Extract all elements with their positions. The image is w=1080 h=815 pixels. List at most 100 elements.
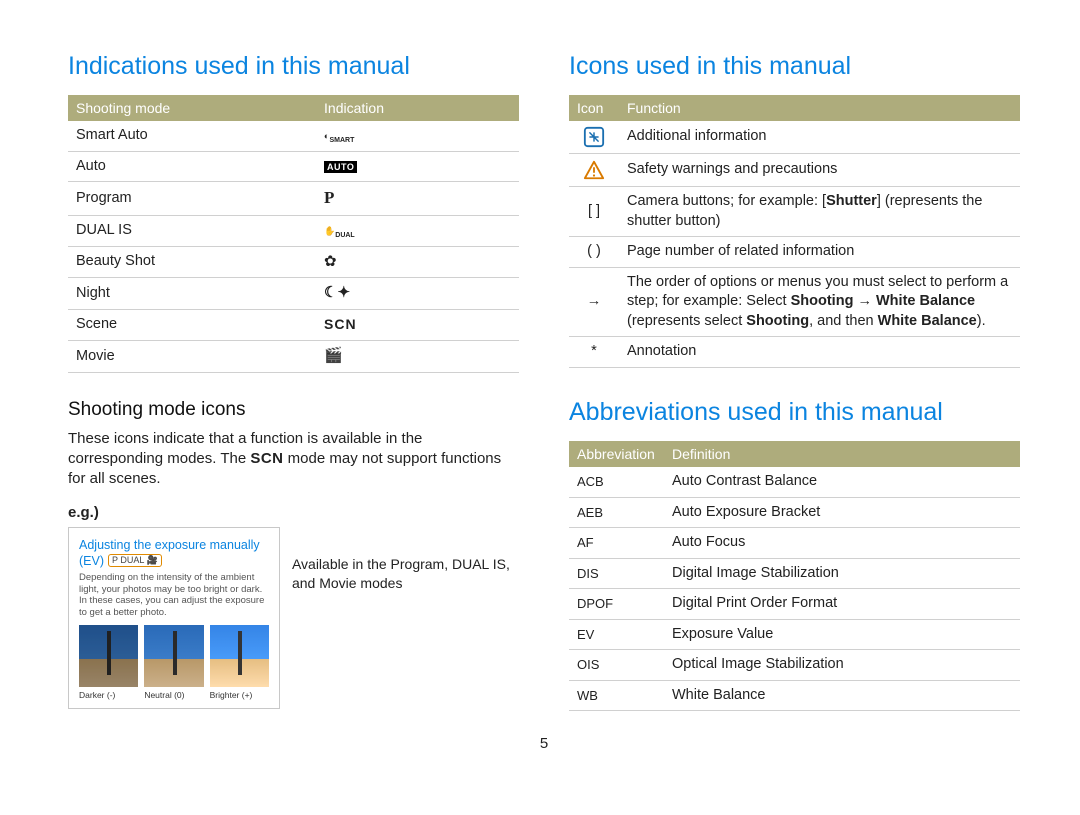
thumb-caption: Brighter (+) xyxy=(210,690,269,700)
thumb: Brighter (+) xyxy=(210,625,269,700)
table-row: Movie🎬 xyxy=(68,341,519,373)
th-def: Definition xyxy=(664,441,1020,467)
icon-cell: * xyxy=(569,337,619,368)
thumb-caption: Darker (-) xyxy=(79,690,138,700)
page-number: 5 xyxy=(68,735,1020,752)
def-cell: Digital Image Stabilization xyxy=(664,558,1020,589)
icon-cell: [ ] xyxy=(569,187,619,237)
body-text: These icons indicate that a function is … xyxy=(68,429,519,490)
table-row: DUAL IS✋DUAL xyxy=(68,216,519,247)
mode-cell: Program xyxy=(68,182,316,216)
left-column: Indications used in this manual Shooting… xyxy=(68,52,519,711)
mode-cell: Night xyxy=(68,278,316,310)
heading-icons: Icons used in this manual xyxy=(569,52,1020,81)
icon-cell: ( ) xyxy=(569,237,619,268)
mode-cell: Smart Auto xyxy=(68,121,316,151)
table-row: AEBAuto Exposure Bracket xyxy=(569,497,1020,528)
icon-cell: → xyxy=(569,267,619,337)
icon-cell xyxy=(569,154,619,187)
indications-table: Shooting mode Indication Smart Auto◐SMAR… xyxy=(68,95,519,373)
mode-cell: Scene xyxy=(68,309,316,341)
table-row: ( ) Page number of related information xyxy=(569,237,1020,268)
thumb-caption: Neutral (0) xyxy=(144,690,203,700)
table-row: [ ] Camera buttons; for example: [Shutte… xyxy=(569,187,1020,237)
function-cell: The order of options or menus you must s… xyxy=(619,267,1020,337)
indication-cell: ☾✦ xyxy=(316,278,519,310)
abbr-cell: DPOF xyxy=(569,589,664,620)
mode-badge: P DUAL 🎥 xyxy=(108,554,162,567)
table-row: DISDigital Image Stabilization xyxy=(569,558,1020,589)
def-cell: Digital Print Order Format xyxy=(664,589,1020,620)
table-row: OISOptical Image Stabilization xyxy=(569,650,1020,681)
function-cell: Page number of related information xyxy=(619,237,1020,268)
example-desc: Depending on the intensity of the ambien… xyxy=(79,572,269,620)
table-row: Beauty Shot✿ xyxy=(68,246,519,278)
table-row: SceneSCN xyxy=(68,309,519,341)
indication-cell: AUTO xyxy=(316,151,519,182)
table-row: → The order of options or menus you must… xyxy=(569,267,1020,337)
mode-cell: DUAL IS xyxy=(68,216,316,247)
abbr-cell: OIS xyxy=(569,650,664,681)
icons-table: Icon Function Additional information Saf… xyxy=(569,95,1020,368)
mode-cell: Beauty Shot xyxy=(68,246,316,278)
icon-cell xyxy=(569,121,619,154)
table-row: ACBAuto Contrast Balance xyxy=(569,467,1020,497)
abbr-cell: AF xyxy=(569,528,664,559)
table-row: AFAuto Focus xyxy=(569,528,1020,559)
mode-cell: Movie xyxy=(68,341,316,373)
table-row: Night☾✦ xyxy=(68,278,519,310)
heading-indications: Indications used in this manual xyxy=(68,52,519,81)
table-row: Safety warnings and precautions xyxy=(569,154,1020,187)
body-scn: SCN xyxy=(250,450,283,467)
abbr-cell: EV xyxy=(569,619,664,650)
table-row: Smart Auto◐SMART xyxy=(68,121,519,151)
warning-icon xyxy=(583,159,605,181)
abbreviations-table: Abbreviation Definition ACBAuto Contrast… xyxy=(569,441,1020,712)
function-cell: Annotation xyxy=(619,337,1020,368)
table-row: * Annotation xyxy=(569,337,1020,368)
def-cell: White Balance xyxy=(664,680,1020,711)
def-cell: Auto Exposure Bracket xyxy=(664,497,1020,528)
thumb: Darker (-) xyxy=(79,625,138,700)
th-indication: Indication xyxy=(316,95,519,121)
indication-cell: P xyxy=(316,182,519,216)
th-icon: Icon xyxy=(569,95,619,121)
page-columns: Indications used in this manual Shooting… xyxy=(68,52,1020,711)
example-box: Adjusting the exposure manually (EV) P D… xyxy=(68,527,280,710)
abbr-cell: DIS xyxy=(569,558,664,589)
def-cell: Auto Focus xyxy=(664,528,1020,559)
table-row: DPOFDigital Print Order Format xyxy=(569,589,1020,620)
right-column: Icons used in this manual Icon Function … xyxy=(569,52,1020,711)
abbr-cell: ACB xyxy=(569,467,664,497)
indication-cell: ✿ xyxy=(316,246,519,278)
heading-abbreviations: Abbreviations used in this manual xyxy=(569,398,1020,427)
function-cell: Additional information xyxy=(619,121,1020,154)
mode-cell: Auto xyxy=(68,151,316,182)
table-row: WBWhite Balance xyxy=(569,680,1020,711)
info-icon xyxy=(583,126,605,148)
abbr-cell: AEB xyxy=(569,497,664,528)
example-row: Adjusting the exposure manually (EV) P D… xyxy=(68,527,519,710)
th-shooting-mode: Shooting mode xyxy=(68,95,316,121)
indication-cell: SCN xyxy=(316,309,519,341)
side-note: Available in the Program, DUAL IS, and M… xyxy=(292,527,519,593)
table-row: Additional information xyxy=(569,121,1020,154)
function-cell: Camera buttons; for example: [Shutter] (… xyxy=(619,187,1020,237)
eg-label: e.g.) xyxy=(68,504,519,521)
table-row: ProgramP xyxy=(68,182,519,216)
th-function: Function xyxy=(619,95,1020,121)
th-abbr: Abbreviation xyxy=(569,441,664,467)
indication-cell: ✋DUAL xyxy=(316,216,519,247)
def-cell: Auto Contrast Balance xyxy=(664,467,1020,497)
function-cell: Safety warnings and precautions xyxy=(619,154,1020,187)
def-cell: Optical Image Stabilization xyxy=(664,650,1020,681)
indication-cell: 🎬 xyxy=(316,341,519,373)
example-ev: (EV) xyxy=(79,554,104,568)
example-thumbs: Darker (-) Neutral (0) Brighter (+) xyxy=(79,625,269,700)
thumb: Neutral (0) xyxy=(144,625,203,700)
indication-cell: ◐SMART xyxy=(316,121,519,151)
abbr-cell: WB xyxy=(569,680,664,711)
table-row: AutoAUTO xyxy=(68,151,519,182)
example-title: Adjusting the exposure manually xyxy=(79,538,269,552)
subheading-shooting-icons: Shooting mode icons xyxy=(68,399,519,421)
